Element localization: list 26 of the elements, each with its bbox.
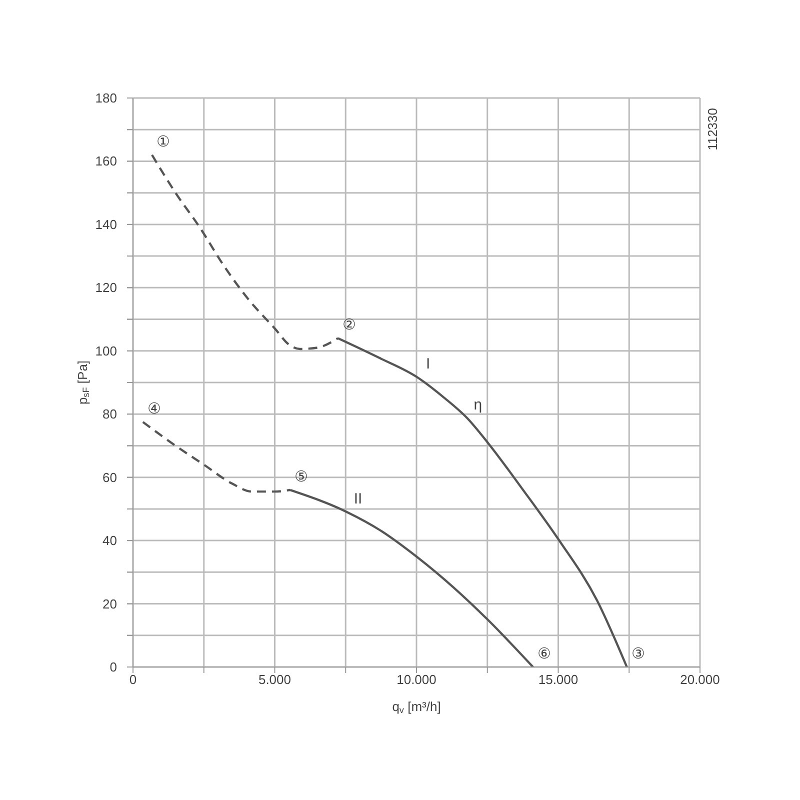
y-tick-label: 180 [95,90,117,106]
annotation: ⑥ [538,646,551,662]
annotation: ⑤ [294,468,308,486]
annotation: η [474,396,482,414]
text: 112330 [705,108,720,150]
y-tick-label: 0 [110,660,117,674]
annotation: I [426,356,430,373]
y-tick-label: 60 [102,470,117,485]
y-tick-label: 40 [102,533,117,548]
x-tick-label: 5.000 [258,672,292,688]
annotation: ③ [631,646,644,662]
x-tick-label: 20.000 [680,672,720,688]
x-tick-label: 0 [129,672,137,688]
annotation: ② [342,316,356,334]
x-tick-label: 10.000 [396,672,436,688]
annotation: ① [156,133,170,150]
x-tick-label: 15.000 [538,672,578,688]
y-tick-label: 80 [102,406,117,422]
y-tick-label: 120 [95,280,117,296]
x-axis-title: q$_{v}$ [m³/h] [392,699,441,716]
y-tick-label: 100 [95,343,117,358]
annotation: II [354,490,362,508]
y-tick-label: 140 [95,216,117,232]
annotation: ④ [147,400,160,418]
y-tick-label: 160 [95,154,117,169]
y-tick-label: 20 [102,596,117,612]
